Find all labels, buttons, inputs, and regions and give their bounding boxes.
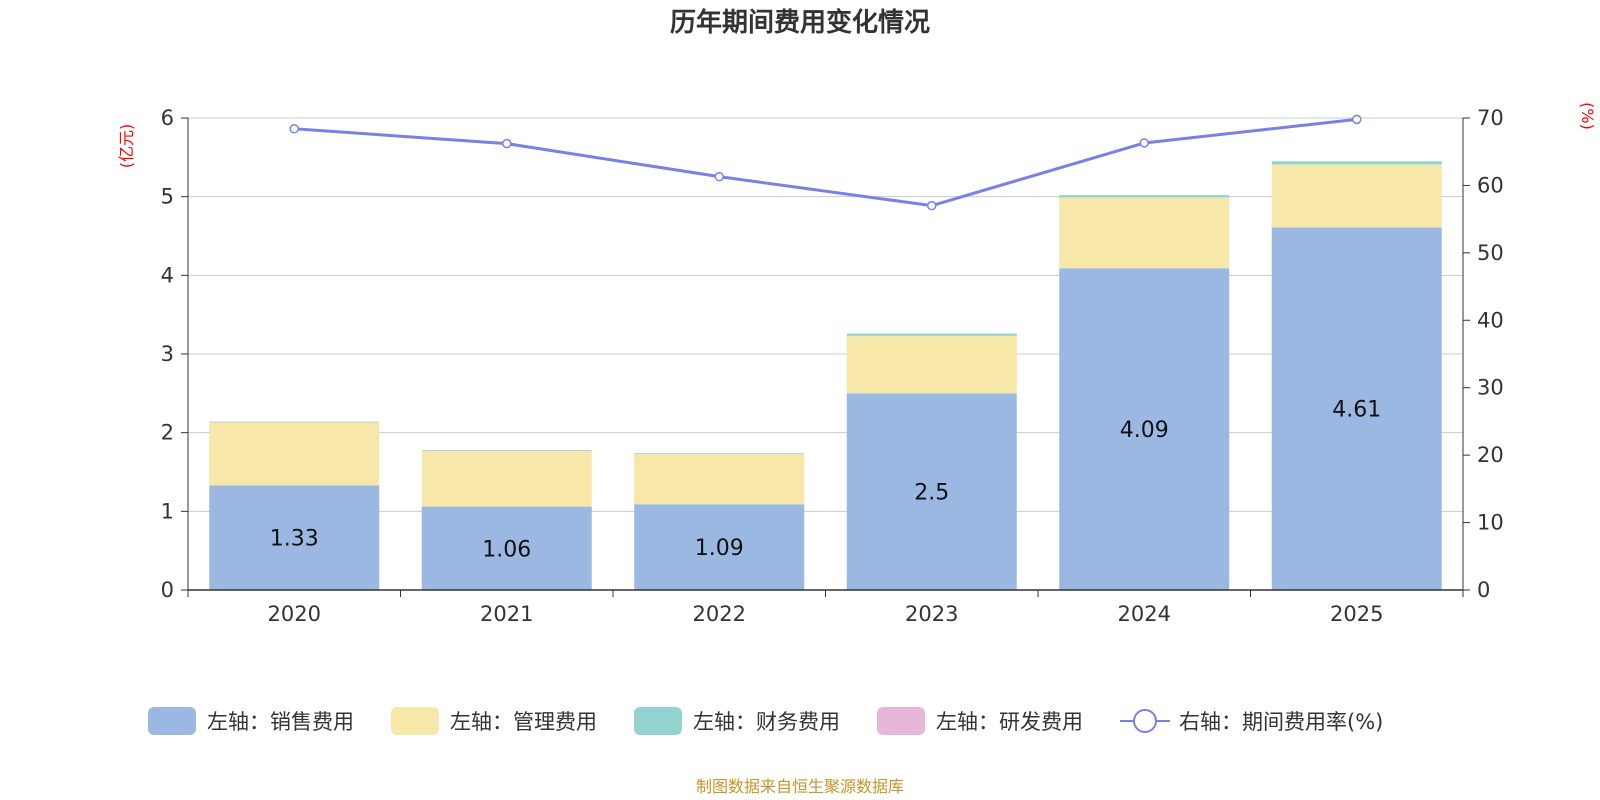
expense-rate-point (1352, 114, 1362, 125)
bar-segment (1059, 268, 1230, 590)
expense-rate-line (294, 117, 1357, 208)
gridlines (188, 117, 1463, 512)
left-tick-label: 3 (161, 342, 174, 366)
x-tick-label: 2023 (905, 602, 958, 626)
chart-title: 历年期间费用变化情况 (670, 7, 930, 38)
bar-value-label: 1.09 (695, 536, 744, 561)
bar-value-label: 4.61 (1332, 398, 1381, 423)
source-note: 制图数据来自恒生聚源数据库 (696, 777, 904, 796)
line-series (289, 114, 1362, 211)
bar-segment (634, 504, 805, 590)
legend-swatch (391, 707, 439, 735)
bar-segment (1059, 195, 1230, 198)
x-tick-label: 2020 (268, 602, 321, 626)
bar-segment (1059, 197, 1230, 269)
bar-segment (421, 449, 592, 451)
bar-segment (1271, 164, 1442, 228)
x-tick-label: 2024 (1118, 602, 1171, 626)
right-tick-label: 50 (1477, 241, 1504, 265)
legend-marker-icon (1133, 709, 1157, 733)
bar-segment (846, 393, 1017, 590)
bar-segment (209, 421, 380, 423)
legend-label: 右轴：期间费用率(%) (1179, 710, 1383, 734)
bar-segment (209, 485, 380, 590)
right-tick-label: 20 (1477, 443, 1504, 467)
bar-value-label: 4.09 (1120, 418, 1169, 443)
left-tick-label: 4 (161, 263, 174, 287)
expense-rate-point (927, 200, 937, 211)
left-tick-label: 6 (161, 106, 174, 130)
left-tick-label: 2 (161, 421, 174, 445)
right-tick-label: 70 (1477, 106, 1504, 130)
bar-value-label: 2.5 (914, 481, 949, 506)
x-tick-label: 2021 (480, 602, 533, 626)
left-axis-unit: (亿元) (117, 124, 136, 169)
legend-swatch (634, 707, 682, 735)
bar-segment (421, 450, 592, 507)
bar-series (209, 161, 1442, 590)
bar-segment (846, 335, 1017, 394)
bar-segment (421, 506, 592, 590)
legend-swatch (877, 707, 925, 735)
legend-label: 左轴：研发费用 (936, 710, 1083, 734)
left-tick-label: 1 (161, 499, 174, 523)
legend-label: 左轴：销售费用 (207, 710, 354, 734)
left-tick-label: 0 (161, 578, 174, 602)
right-axis-unit: (%) (1578, 102, 1597, 130)
expense-rate-point (714, 171, 724, 182)
right-tick-label: 40 (1477, 308, 1504, 332)
x-tick-label: 2022 (693, 602, 746, 626)
bar-segment (634, 453, 805, 454)
bar-segment (209, 422, 380, 486)
bar-segment (846, 333, 1017, 336)
right-tick-label: 10 (1477, 511, 1504, 535)
expense-rate-point (289, 124, 299, 134)
legend-label: 左轴：管理费用 (450, 710, 597, 734)
legend: 左轴：销售费用 左轴：管理费用 左轴：财务费用 左轴：研发费用 右轴：期间费用率(%) (148, 707, 1383, 735)
expense-rate-point (502, 138, 512, 149)
bar-segment (1271, 161, 1442, 165)
bar-segment (634, 453, 805, 505)
bar-value-label: 1.33 (270, 527, 319, 552)
right-tick-label: 0 (1477, 578, 1490, 602)
bar-value-label: 1.06 (482, 537, 531, 562)
right-tick-label: 60 (1477, 173, 1504, 197)
legend-label: 左轴：财务费用 (693, 710, 840, 734)
data-labels: 1.33 1.06 1.09 2.5 4.09 4.61 (270, 398, 1381, 563)
bar-segment (1271, 227, 1442, 590)
right-tick-label: 30 (1477, 376, 1504, 400)
left-tick-label: 5 (161, 185, 174, 209)
legend-swatch (148, 707, 196, 735)
x-tick-label: 2025 (1330, 602, 1383, 626)
expense-rate-point (1139, 138, 1149, 148)
